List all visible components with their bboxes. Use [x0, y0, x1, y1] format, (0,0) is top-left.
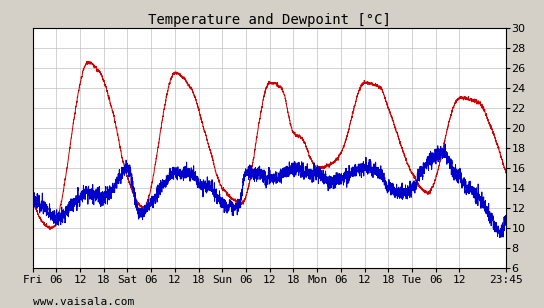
Text: www.vaisala.com: www.vaisala.com: [33, 297, 134, 307]
Title: Temperature and Dewpoint [°C]: Temperature and Dewpoint [°C]: [148, 13, 391, 26]
